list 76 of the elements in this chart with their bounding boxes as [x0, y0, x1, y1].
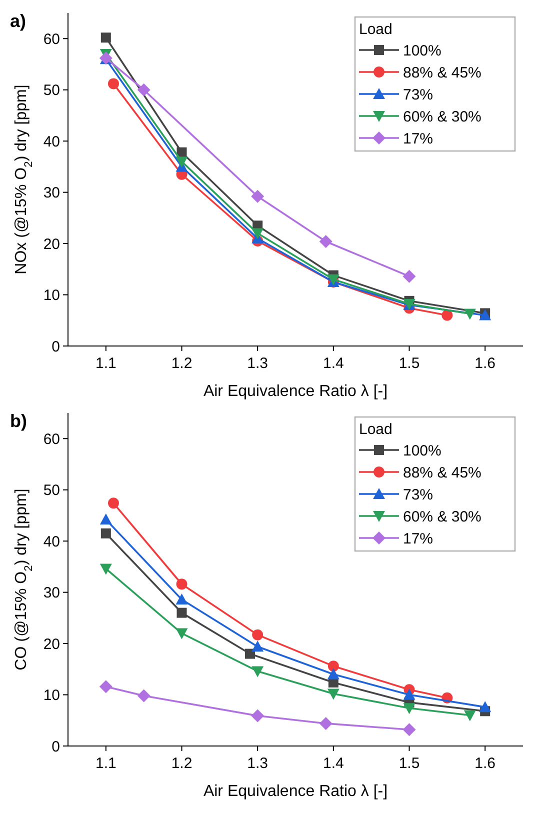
- point: [100, 564, 112, 575]
- point: [251, 190, 264, 203]
- x-axis-title: Air Equivalence Ratio λ [-]: [203, 783, 388, 800]
- x-tick-label: 1.4: [322, 755, 344, 772]
- legend-title: Load: [359, 21, 392, 38]
- x-tick-label: 1.6: [474, 755, 496, 772]
- point: [252, 629, 264, 640]
- point: [100, 32, 111, 43]
- point: [251, 709, 264, 722]
- point: [327, 688, 340, 700]
- y-tick-label: 50: [43, 82, 60, 100]
- point: [99, 680, 112, 694]
- y-tick-label: 40: [43, 533, 60, 550]
- legend-label: 17%: [403, 130, 434, 148]
- legend-title: Load: [359, 421, 392, 438]
- legend-label: 73%: [403, 486, 434, 504]
- legend-label: 60% & 30%: [403, 508, 482, 526]
- x-tick-label: 1.1: [95, 355, 116, 372]
- legend-label: 88% & 45%: [403, 464, 482, 482]
- legend-label: 88% & 45%: [403, 64, 482, 82]
- point: [176, 156, 188, 168]
- point: [403, 688, 416, 700]
- point: [176, 593, 188, 604]
- x-tick-label: 1.3: [247, 355, 268, 372]
- point: [327, 668, 340, 680]
- point: [319, 716, 332, 730]
- x-tick-label: 1.2: [171, 355, 192, 372]
- x-axis-title: Air Equivalence Ratio λ [-]: [203, 383, 388, 400]
- y-tick-label: 10: [43, 687, 60, 704]
- y-tick-label: 20: [43, 236, 60, 253]
- y-tick-label: 30: [43, 184, 60, 202]
- point: [137, 689, 150, 702]
- point: [479, 701, 492, 712]
- point: [176, 608, 187, 618]
- y-tick-label: 10: [43, 287, 60, 304]
- point: [402, 270, 416, 283]
- point: [319, 234, 332, 248]
- legend-label: 100%: [403, 42, 442, 60]
- point: [402, 723, 416, 736]
- x-tick-label: 1.6: [474, 355, 496, 372]
- y-tick-label: 50: [43, 482, 60, 500]
- point: [252, 640, 264, 652]
- y-tick-label: 20: [43, 636, 60, 653]
- chart-title: b): [10, 411, 27, 431]
- point: [464, 308, 476, 320]
- point: [100, 514, 112, 525]
- x-tick-label: 1.5: [398, 355, 420, 372]
- point: [176, 628, 188, 640]
- y-tick-label: 0: [52, 338, 60, 356]
- x-tick-label: 1.3: [247, 755, 268, 772]
- point: [464, 710, 476, 722]
- chart-title: a): [10, 11, 26, 31]
- point: [442, 310, 453, 321]
- legend-label: 60% & 30%: [403, 108, 482, 126]
- point: [108, 498, 119, 509]
- x-tick-label: 1.1: [95, 755, 116, 772]
- legend-label: 73%: [403, 86, 434, 104]
- y-tick-label: 60: [43, 430, 60, 448]
- point: [252, 666, 264, 678]
- y-tick-label: 30: [43, 584, 60, 602]
- y-tick-label: 40: [43, 133, 60, 150]
- y-tick-label: 60: [43, 30, 60, 48]
- point: [100, 528, 111, 538]
- x-tick-label: 1.4: [322, 355, 344, 372]
- point: [403, 703, 416, 714]
- legend-label: 100%: [403, 442, 442, 460]
- point: [137, 83, 150, 96]
- x-tick-label: 1.5: [398, 755, 420, 772]
- point: [252, 228, 264, 240]
- point: [328, 660, 339, 672]
- x-tick-label: 1.2: [171, 755, 192, 772]
- y-tick-label: 0: [52, 738, 60, 756]
- legend-label: 17%: [403, 530, 434, 548]
- point: [245, 648, 255, 659]
- point: [108, 78, 119, 90]
- point: [176, 578, 188, 590]
